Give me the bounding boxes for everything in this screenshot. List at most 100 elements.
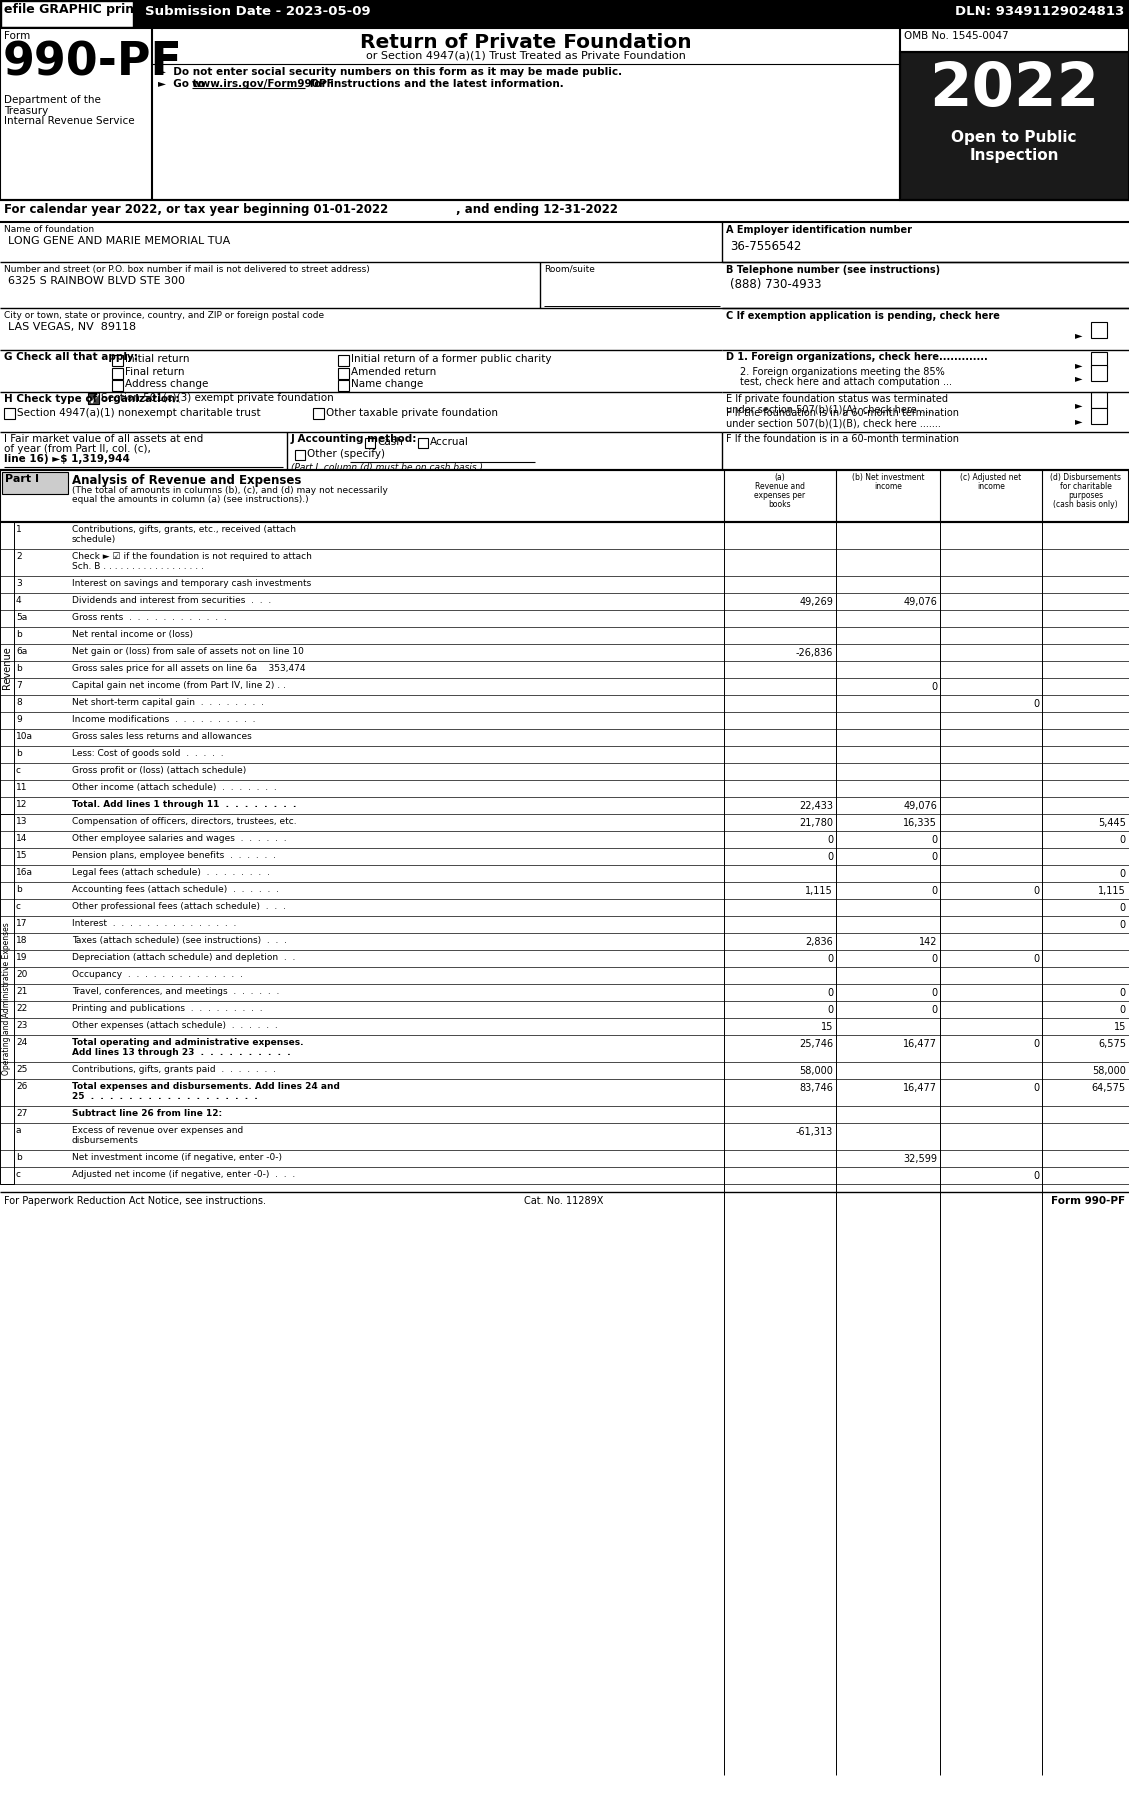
Text: 0: 0 — [1120, 987, 1126, 998]
Text: Initial return: Initial return — [125, 354, 190, 363]
Text: Final return: Final return — [125, 367, 184, 378]
Bar — [0, 469, 1129, 521]
Text: Compensation of officers, directors, trustees, etc.: Compensation of officers, directors, tru… — [72, 816, 297, 825]
Text: Submission Date - 2023-05-09: Submission Date - 2023-05-09 — [145, 5, 370, 18]
Text: 15: 15 — [16, 850, 27, 859]
Text: D 1. Foreign organizations, check here.............: D 1. Foreign organizations, check here..… — [726, 352, 988, 361]
Text: Cat. No. 11289X: Cat. No. 11289X — [524, 1196, 604, 1206]
Text: 10a: 10a — [16, 732, 33, 741]
Text: 0: 0 — [931, 987, 937, 998]
Text: 21,780: 21,780 — [799, 818, 833, 829]
Text: For Paperwork Reduction Act Notice, see instructions.: For Paperwork Reduction Act Notice, see … — [5, 1196, 266, 1206]
Text: Internal Revenue Service: Internal Revenue Service — [5, 117, 134, 126]
Text: 0: 0 — [1033, 886, 1039, 895]
Text: Open to Public: Open to Public — [952, 129, 1077, 146]
Text: OMB No. 1545-0047: OMB No. 1545-0047 — [904, 31, 1008, 41]
Text: Name of foundation: Name of foundation — [5, 225, 94, 234]
Text: 15: 15 — [821, 1021, 833, 1032]
Text: 25  .  .  .  .  .  .  .  .  .  .  .  .  .  .  .  .  .  .: 25 . . . . . . . . . . . . . . . . . . — [72, 1091, 257, 1100]
Text: Net short-term capital gain  .  .  .  .  .  .  .  .: Net short-term capital gain . . . . . . … — [72, 698, 264, 707]
Bar — [0, 29, 1129, 200]
Text: 3: 3 — [16, 579, 21, 588]
Text: 0: 0 — [826, 955, 833, 964]
Text: Section 501(c)(3) exempt private foundation: Section 501(c)(3) exempt private foundat… — [100, 394, 334, 403]
Text: Gross sales less returns and allowances: Gross sales less returns and allowances — [72, 732, 252, 741]
Text: 13: 13 — [16, 816, 27, 825]
Text: for instructions and the latest information.: for instructions and the latest informat… — [306, 79, 563, 88]
Text: Operating and Administrative Expenses: Operating and Administrative Expenses — [2, 922, 11, 1075]
Text: c: c — [16, 903, 21, 912]
Text: 64,575: 64,575 — [1092, 1082, 1126, 1093]
Text: 16,477: 16,477 — [903, 1082, 937, 1093]
Bar — [0, 0, 1129, 29]
Text: ►  Go to: ► Go to — [158, 79, 209, 88]
Text: 0: 0 — [826, 852, 833, 861]
Bar — [5, 408, 15, 419]
Text: Contributions, gifts, grants paid  .  .  .  .  .  .  .: Contributions, gifts, grants paid . . . … — [72, 1064, 275, 1073]
Text: J Accounting method:: J Accounting method: — [291, 433, 418, 444]
Text: H Check type of organization:: H Check type of organization: — [5, 394, 180, 405]
Text: 15: 15 — [1113, 1021, 1126, 1032]
Text: Other expenses (attach schedule)  .  .  .  .  .  .: Other expenses (attach schedule) . . . .… — [72, 1021, 278, 1030]
Text: Analysis of Revenue and Expenses: Analysis of Revenue and Expenses — [72, 475, 301, 487]
Text: I Fair market value of all assets at end: I Fair market value of all assets at end — [5, 433, 203, 444]
Text: 21: 21 — [16, 987, 27, 996]
Text: 0: 0 — [1033, 955, 1039, 964]
Bar — [1091, 322, 1108, 338]
Text: City or town, state or province, country, and ZIP or foreign postal code: City or town, state or province, country… — [5, 311, 324, 320]
Text: Revenue and: Revenue and — [755, 482, 805, 491]
Text: 23: 23 — [16, 1021, 27, 1030]
Bar — [1, 2, 133, 27]
Text: efile GRAPHIC print: efile GRAPHIC print — [5, 4, 140, 16]
Text: 26: 26 — [16, 1082, 27, 1091]
Text: under section 507(b)(1)(B), check here .......: under section 507(b)(1)(B), check here .… — [726, 417, 940, 428]
Text: a: a — [16, 1126, 21, 1135]
Text: 32,599: 32,599 — [903, 1154, 937, 1163]
Text: ►: ► — [1075, 331, 1083, 340]
Text: 11: 11 — [16, 782, 27, 791]
Text: Other taxable private foundation: Other taxable private foundation — [326, 408, 498, 417]
Text: Check ► ☑ if the foundation is not required to attach: Check ► ☑ if the foundation is not requi… — [72, 552, 312, 561]
Text: B Telephone number (see instructions): B Telephone number (see instructions) — [726, 264, 940, 275]
Bar — [338, 379, 349, 390]
Text: 142: 142 — [919, 937, 937, 948]
Text: income: income — [874, 482, 902, 491]
Text: equal the amounts in column (a) (see instructions).): equal the amounts in column (a) (see ins… — [72, 494, 308, 503]
Bar — [1091, 352, 1108, 369]
Text: Dividends and interest from securities  .  .  .: Dividends and interest from securities .… — [72, 595, 271, 604]
Text: 1: 1 — [16, 525, 21, 534]
Text: 0: 0 — [826, 1005, 833, 1016]
Text: 19: 19 — [16, 953, 27, 962]
Text: 6325 S RAINBOW BLVD STE 300: 6325 S RAINBOW BLVD STE 300 — [8, 277, 185, 286]
Text: (cash basis only): (cash basis only) — [1053, 500, 1118, 509]
Text: 0: 0 — [931, 886, 937, 895]
Text: Gross sales price for all assets on line 6a    353,474: Gross sales price for all assets on line… — [72, 663, 306, 672]
Text: 990-PF: 990-PF — [3, 40, 183, 85]
Text: b: b — [16, 885, 21, 894]
Text: 27: 27 — [16, 1109, 27, 1118]
Text: Subtract line 26 from line 12:: Subtract line 26 from line 12: — [72, 1109, 222, 1118]
Text: Total expenses and disbursements. Add lines 24 and: Total expenses and disbursements. Add li… — [72, 1082, 340, 1091]
Text: 0: 0 — [931, 852, 937, 861]
Text: Total. Add lines 1 through 11  .  .  .  .  .  .  .  .: Total. Add lines 1 through 11 . . . . . … — [72, 800, 297, 809]
Text: 0: 0 — [931, 681, 937, 692]
Bar — [88, 394, 99, 405]
Text: Add lines 13 through 23  .  .  .  .  .  .  .  .  .  .: Add lines 13 through 23 . . . . . . . . … — [72, 1048, 290, 1057]
Text: Part I: Part I — [5, 475, 40, 484]
Text: 0: 0 — [1033, 1039, 1039, 1048]
Text: 5a: 5a — [16, 613, 27, 622]
Text: Income modifications  .  .  .  .  .  .  .  .  .  .: Income modifications . . . . . . . . . . — [72, 716, 255, 725]
Text: F If the foundation is in a 60-month termination: F If the foundation is in a 60-month ter… — [726, 433, 959, 444]
Text: Revenue: Revenue — [2, 647, 12, 689]
Text: 0: 0 — [1033, 1170, 1039, 1181]
Text: Legal fees (attach schedule)  .  .  .  .  .  .  .  .: Legal fees (attach schedule) . . . . . .… — [72, 868, 270, 877]
Text: Cash: Cash — [377, 437, 403, 448]
Text: ►: ► — [1075, 415, 1083, 426]
Text: Section 4947(a)(1) nonexempt charitable trust: Section 4947(a)(1) nonexempt charitable … — [17, 408, 261, 417]
Text: (888) 730-4933: (888) 730-4933 — [730, 279, 822, 291]
Text: Contributions, gifts, grants, etc., received (attach: Contributions, gifts, grants, etc., rece… — [72, 525, 296, 534]
Text: -26,836: -26,836 — [796, 647, 833, 658]
Text: 14: 14 — [16, 834, 27, 843]
Text: 1,115: 1,115 — [805, 886, 833, 895]
Bar — [338, 369, 349, 379]
